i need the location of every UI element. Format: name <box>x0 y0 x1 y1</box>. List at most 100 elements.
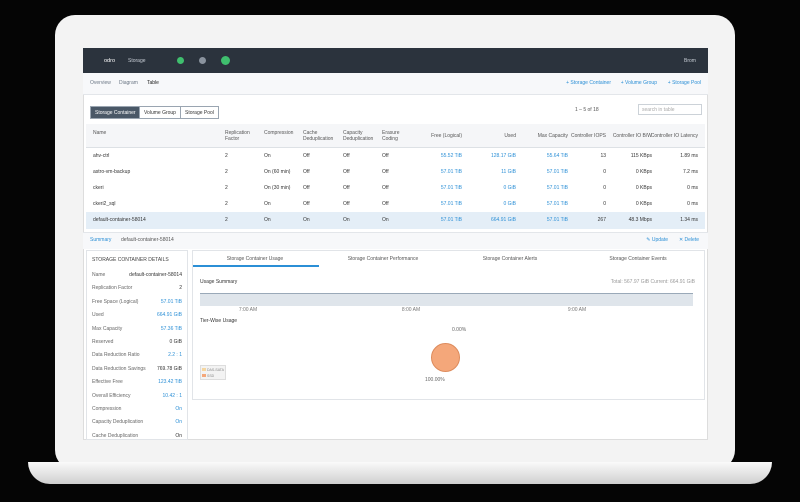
update-button[interactable]: ✎ Update <box>646 237 668 243</box>
legend-swatch <box>202 368 206 371</box>
detail-value: On <box>175 406 182 412</box>
action-link[interactable]: + Storage Pool <box>667 80 701 86</box>
table-cell: 0 KBps <box>635 201 652 207</box>
table-cell[interactable]: ckeri <box>93 185 104 191</box>
detail-value: 123.42 TiB <box>158 379 182 386</box>
table-cell: Off <box>343 185 350 191</box>
usage-panel <box>192 250 705 400</box>
panel-tab[interactable]: Storage Container Events <box>609 256 667 262</box>
summary-bar <box>83 232 708 249</box>
table-cell: Off <box>343 153 350 159</box>
detail-value: 0 GiB <box>169 339 182 345</box>
detail-value: 57.01 TiB <box>160 298 182 305</box>
action-link[interactable]: + Storage Container <box>566 80 611 86</box>
column-header[interactable]: Free (Logical) <box>431 133 462 139</box>
column-header[interactable]: Name <box>93 130 107 136</box>
tab[interactable]: Storage Pool <box>180 106 219 119</box>
usage-title: Usage Summary <box>200 279 238 285</box>
table-cell: 2 <box>225 217 228 223</box>
table-cell: 664.91 GiB <box>490 217 516 223</box>
table-cell: Off <box>382 153 389 159</box>
table-cell: 55.52 TiB <box>440 153 462 159</box>
detail-label: Data Reduction Ratio <box>92 352 140 359</box>
breadcrumb[interactable]: Overview <box>90 80 111 86</box>
detail-label: Overall Efficiency <box>92 392 131 399</box>
table-cell: 57.01 TiB <box>440 201 462 207</box>
legend-label: SSD <box>207 373 215 378</box>
details-panel <box>86 250 188 440</box>
nav-bar <box>83 48 708 73</box>
panel-tab[interactable]: Storage Container Performance <box>347 256 419 262</box>
table-cell: 0 GiB <box>503 185 516 191</box>
table-cell: 1.34 ms <box>680 217 698 223</box>
table-cell[interactable]: astro-vm-backup <box>93 169 131 175</box>
table-cell: On <box>264 153 271 159</box>
detail-value: 57.36 TiB <box>160 325 182 332</box>
table-cell[interactable]: ckeri2_sql <box>93 201 116 207</box>
column-header[interactable]: Used <box>504 133 516 139</box>
table-cell: On <box>303 217 310 223</box>
table-cell: 0 KBps <box>635 169 652 175</box>
search-input[interactable]: search in table <box>642 107 675 113</box>
table-cell: On <box>264 201 271 207</box>
summary-item: default-container-58014 <box>121 237 174 243</box>
panel-tab[interactable]: Storage Container Alerts <box>482 256 538 262</box>
table-cell: 0 <box>603 185 606 191</box>
table-cell: 2 <box>225 185 228 191</box>
time-label: 9:00 AM <box>567 307 587 313</box>
breadcrumb[interactable]: Diagram <box>119 80 138 86</box>
column-header[interactable]: Capacity Deduplication <box>343 130 374 142</box>
table-cell: 0 ms <box>687 185 698 191</box>
table-cell[interactable]: default-container-58014 <box>93 217 146 223</box>
laptop-base <box>28 462 772 484</box>
detail-value: On <box>175 432 182 439</box>
nav-menu[interactable]: Storage <box>128 58 146 64</box>
table-cell: Off <box>382 185 389 191</box>
column-header[interactable]: Controller IOPS <box>570 133 606 139</box>
action-link[interactable]: + Volume Group <box>620 80 657 86</box>
column-header[interactable]: Controller IO B/W <box>612 133 652 139</box>
detail-label: Data Reduction Savings <box>92 365 146 372</box>
table-cell: 2 <box>225 153 228 159</box>
delete-button[interactable]: ✕ Delete <box>678 237 699 243</box>
table-cell: 115 KBps <box>630 153 652 159</box>
detail-value: default-container-58014 <box>129 272 182 278</box>
table-cell: 0 GiB <box>503 201 516 207</box>
column-header[interactable]: Cache Deduplication <box>303 130 334 142</box>
time-label: 7:00 AM <box>238 307 258 313</box>
column-header[interactable]: Replication Factor <box>225 130 250 142</box>
panel-tab[interactable]: Storage Container Usage <box>226 256 284 262</box>
user-menu[interactable]: Brom <box>684 58 696 64</box>
table-cell: 57.01 TiB <box>440 217 462 223</box>
legend-label: DAS-SATA <box>207 367 224 372</box>
time-label: 8:00 AM <box>401 307 421 313</box>
breadcrumb-bar <box>83 73 708 95</box>
table-cell: Off <box>382 169 389 175</box>
tab[interactable]: Storage Container <box>90 106 141 119</box>
search-box[interactable] <box>638 104 702 115</box>
table-cell: 57.01 TiB <box>546 169 568 175</box>
table-cell[interactable]: ahv-ctrl <box>93 153 110 159</box>
column-header[interactable]: Erasure Coding <box>382 130 400 142</box>
detail-label: Compression <box>92 406 122 412</box>
tier-title: Tier-Wise Usage <box>200 318 238 324</box>
table-cell: On <box>264 217 271 223</box>
summary-link[interactable]: Summary <box>90 237 112 243</box>
detail-label: Reserved <box>92 339 114 345</box>
tab[interactable]: Volume Group <box>139 106 181 119</box>
detail-value: 769.78 GiB <box>156 365 182 372</box>
table-cell: 57.01 TiB <box>546 185 568 191</box>
detail-label: Cache Deduplication <box>92 432 139 439</box>
column-header[interactable]: Max Capacity <box>537 133 568 139</box>
column-header[interactable]: Compression <box>264 130 294 136</box>
table-cell: Off <box>303 169 310 175</box>
breadcrumb[interactable]: Table <box>147 80 159 86</box>
column-header[interactable]: Controller IO Latency <box>650 133 698 139</box>
detail-label: Free Space (Logical) <box>92 298 139 305</box>
status-icon <box>177 57 184 64</box>
table-cell: 0 KBps <box>635 185 652 191</box>
detail-value: 10.42 : 1 <box>162 392 182 399</box>
table-cell: On (30 min) <box>264 185 291 191</box>
table-cell: 0 <box>603 201 606 207</box>
